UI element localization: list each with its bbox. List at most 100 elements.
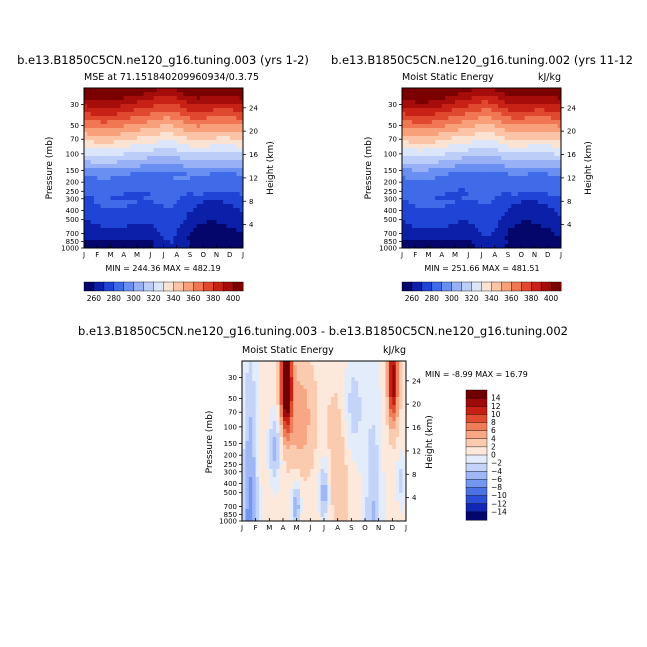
field-cell <box>537 176 542 181</box>
field-cell <box>524 120 529 125</box>
field-cell <box>508 212 512 217</box>
field-cell <box>306 385 311 390</box>
field-cell <box>498 168 502 173</box>
field-cell <box>445 140 449 145</box>
panel-2-field <box>402 88 561 248</box>
field-cell <box>150 112 155 117</box>
field-cell <box>242 453 247 458</box>
field-cell <box>317 421 322 426</box>
field-cell <box>517 180 522 185</box>
field-cell <box>551 184 555 189</box>
field-cell <box>137 120 141 125</box>
field-cell <box>150 196 155 201</box>
field-cell <box>289 361 294 366</box>
field-cell <box>551 132 555 137</box>
field-cell <box>248 477 253 482</box>
field-cell <box>160 140 165 145</box>
field-cell <box>501 180 506 185</box>
field-cell <box>418 100 423 105</box>
field-cell <box>206 100 211 105</box>
field-cell <box>233 188 237 193</box>
field-cell <box>511 244 516 248</box>
field-cell <box>107 168 112 173</box>
field-cell <box>313 505 318 510</box>
field-cell <box>110 96 115 101</box>
field-cell <box>130 92 135 97</box>
field-cell <box>113 136 118 141</box>
field-cell <box>464 132 469 137</box>
field-cell <box>411 176 416 181</box>
field-cell <box>544 208 549 213</box>
field-cell <box>90 208 95 213</box>
field-cell <box>279 385 284 390</box>
field-cell <box>441 108 446 113</box>
field-cell <box>153 212 158 217</box>
field-cell <box>441 112 446 117</box>
field-cell <box>117 224 122 229</box>
field-cell <box>113 124 118 129</box>
field-cell <box>293 485 298 490</box>
field-cell <box>405 240 410 245</box>
field-cell <box>455 168 459 173</box>
field-cell <box>120 220 125 225</box>
field-cell <box>514 104 519 109</box>
field-cell <box>262 373 267 378</box>
field-cell <box>293 417 298 422</box>
field-cell <box>448 164 453 169</box>
field-cell <box>199 168 204 173</box>
field-cell <box>166 100 171 105</box>
field-cell <box>537 152 542 157</box>
field-cell <box>441 140 446 145</box>
field-cell <box>408 88 413 93</box>
field-cell <box>313 469 318 474</box>
field-cell <box>286 517 291 521</box>
field-cell <box>137 200 141 205</box>
field-cell <box>206 108 211 113</box>
field-cell <box>123 208 128 213</box>
field-cell <box>203 112 208 117</box>
field-cell <box>265 365 270 370</box>
field-cell <box>402 92 406 97</box>
field-cell <box>488 144 493 149</box>
field-cell <box>117 184 122 189</box>
field-cell <box>541 192 546 197</box>
field-cell <box>193 96 198 101</box>
field-cell <box>107 96 112 101</box>
field-cell <box>259 385 264 390</box>
field-cell <box>117 180 122 185</box>
field-cell <box>170 200 175 205</box>
field-cell <box>100 180 105 185</box>
field-cell <box>180 132 184 137</box>
field-cell <box>183 204 188 209</box>
field-cell <box>405 180 410 185</box>
panel-2-plot: J F M A M J J A S O N D J305070100150200250300400500… <box>379 87 576 259</box>
field-cell <box>296 457 301 462</box>
field-cell <box>283 389 288 394</box>
field-cell <box>213 124 218 129</box>
field-cell <box>405 116 410 121</box>
field-cell <box>320 429 325 434</box>
field-cell <box>93 132 98 137</box>
field-cell <box>531 188 536 193</box>
field-cell <box>245 469 250 474</box>
field-cell <box>547 136 552 141</box>
field-cell <box>193 132 198 137</box>
field-cell <box>137 92 141 97</box>
field-cell <box>219 240 224 245</box>
panel-1-title: b.e13.B1850C5CN.ne120_g16.tuning.003 (yr… <box>17 53 309 67</box>
field-cell <box>97 144 102 149</box>
field-cell <box>474 136 479 141</box>
field-cell <box>103 176 108 181</box>
field-cell <box>421 104 426 109</box>
field-cell <box>534 144 539 149</box>
field-cell <box>435 196 440 201</box>
field-cell <box>557 228 561 233</box>
field-cell <box>425 100 430 105</box>
field-cell <box>272 397 277 402</box>
field-cell <box>107 120 112 125</box>
field-cell <box>306 381 311 386</box>
field-cell <box>239 108 243 113</box>
x-tick-label: J <box>148 251 151 259</box>
field-cell <box>176 144 181 149</box>
field-cell <box>511 136 516 141</box>
